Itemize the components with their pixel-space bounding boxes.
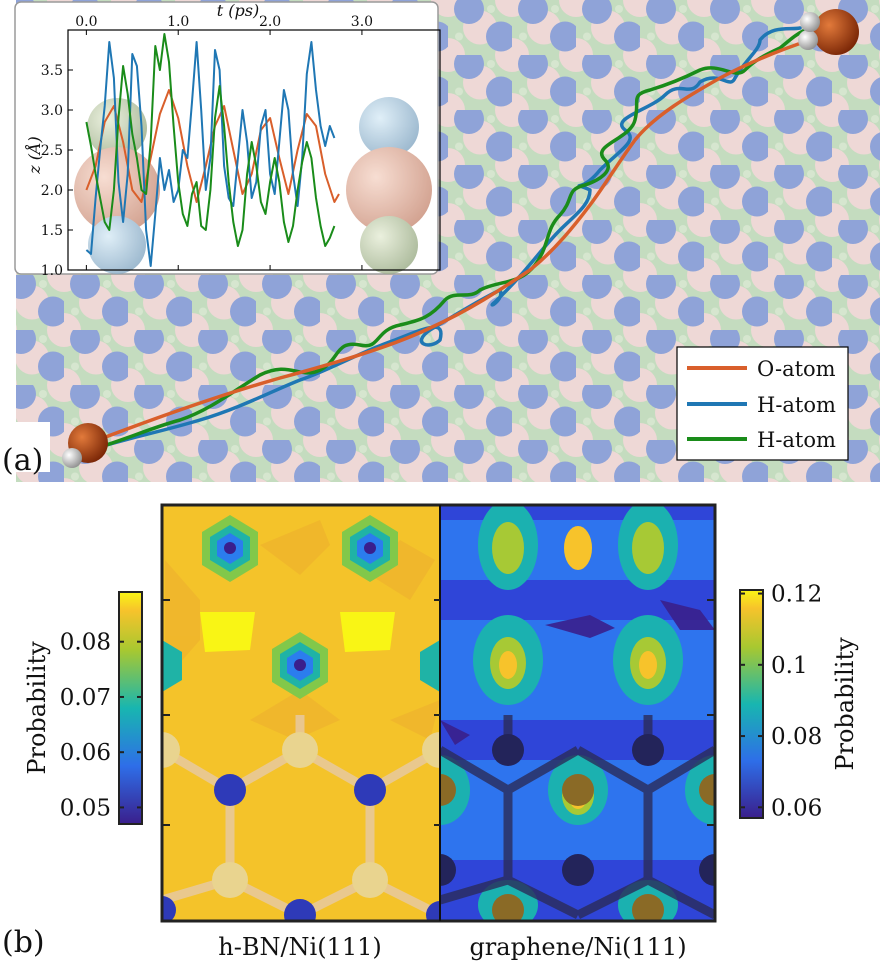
heatmap-ticks (162, 599, 715, 826)
inset-y-tick-label: 2.0 (41, 183, 63, 199)
hbn-atoms (162, 732, 440, 921)
legend-label-o: O-atom (757, 357, 836, 381)
trajectory-h2 (88, 28, 807, 452)
heatmap-graphene-xlabel: graphene/Ni(111) (469, 933, 686, 961)
inset-x-tick-label: 1.0 (167, 14, 189, 30)
legend-label-h2: H-atom (757, 428, 836, 452)
colorbar-left-label: Probability (23, 641, 51, 775)
heatmap-frame (160, 503, 717, 923)
inset-y-tick-label: 3.0 (41, 103, 63, 119)
colorbar-tick-label: 0.05 (60, 795, 111, 821)
trajectory-o (88, 38, 812, 445)
graphene-atoms (440, 734, 715, 921)
water-molecule-start (62, 423, 108, 468)
colorbar-left: 0.08 0.07 0.06 0.05 Probability (23, 591, 143, 825)
colorbar-right-label: Probability (831, 637, 859, 771)
panel-a-label: (a) (2, 443, 43, 478)
inset-x-label: t (ps) (217, 1, 259, 20)
trajectory-lines (88, 26, 812, 452)
inset-y-label: z (Å) (24, 136, 44, 175)
inset-y-tick-label: 3.5 (41, 63, 63, 79)
colorbar-tick-label: 0.08 (60, 630, 111, 656)
colorbar-right: 0.12 0.1 0.08 0.06 Probability (739, 582, 859, 821)
inset-series-2 (85, 33, 336, 247)
inset-y-tick-label: 1.0 (41, 263, 63, 279)
hbn-minima (162, 515, 440, 699)
legend: O-atom H-atom H-atom (676, 346, 849, 461)
inset-x-tick-label: 2.0 (259, 14, 281, 30)
inset-y-ticks: 1.0 1.5 2.0 2.5 3.0 3.5 (41, 63, 73, 279)
colorbar-right-ticks: 0.12 0.1 0.08 0.06 (740, 582, 822, 821)
colorbar-tick-label: 0.1 (771, 653, 808, 679)
inset-series-1 (85, 41, 336, 267)
panel-b-label: (b) (2, 925, 45, 960)
inset-x-tick-label: 3.0 (351, 14, 373, 30)
inset-y-tick-label: 2.5 (41, 143, 63, 159)
colorbar-tick-label: 0.12 (771, 582, 822, 608)
inset-y-tick-label: 1.5 (41, 223, 63, 239)
panel-b: 0.08 0.07 0.06 0.05 Probability 0.12 0.1 0.08… (2, 503, 859, 961)
heatmap-hbn-xlabel: h-BN/Ni(111) (218, 933, 382, 961)
heatmap-graphene (440, 505, 715, 921)
panel-a: O-atom H-atom H-atom 0.0 1.0 2.0 3.0 1.0 1.5… (0, 0, 880, 482)
inset-x-ticks: 0.0 1.0 2.0 3.0 (75, 14, 373, 270)
inset-plot-area (85, 33, 340, 267)
colorbar-tick-label: 0.08 (771, 724, 822, 750)
label-a-bg (0, 422, 50, 472)
colorbar-tick-label: 0.07 (60, 685, 111, 711)
colorbar-tick-label: 0.06 (60, 740, 111, 766)
heatmap-hbn (162, 505, 440, 921)
inset-x-tick-label: 0.0 (75, 14, 97, 30)
colorbar-left-ticks: 0.08 0.07 0.06 0.05 (60, 630, 142, 821)
legend-label-h1: H-atom (757, 393, 836, 417)
colorbar-tick-label: 0.06 (771, 795, 822, 821)
inset-chart: 0.0 1.0 2.0 3.0 1.0 1.5 2.0 2.5 3.0 3.5 t (ps) z… (14, 1, 441, 279)
water-molecule-end (798, 9, 859, 55)
